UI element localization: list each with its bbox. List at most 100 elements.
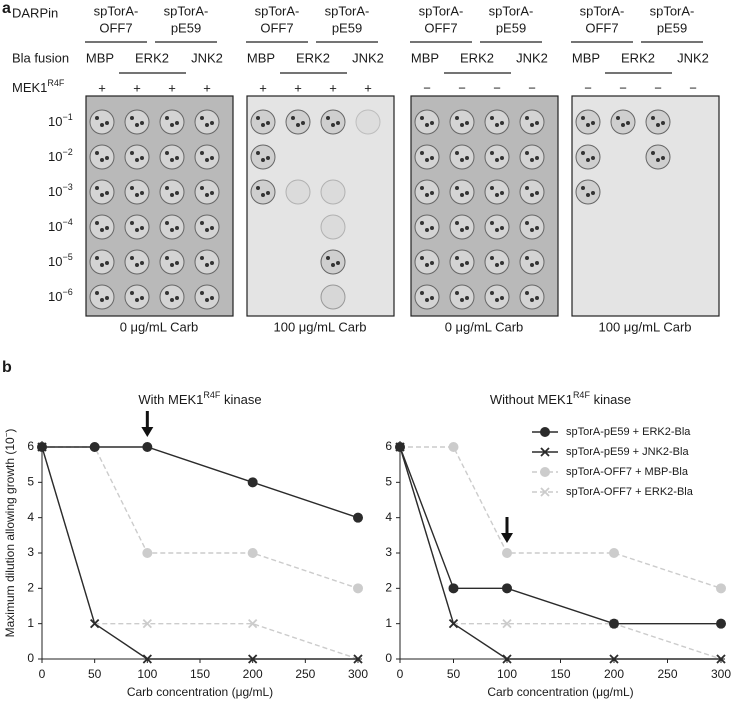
- colony-dot: [200, 116, 204, 120]
- darpin-name: OFF7: [424, 20, 457, 35]
- colony-dot: [100, 263, 104, 267]
- point: [247, 548, 258, 558]
- colony-dot: [591, 121, 595, 125]
- plate-photo: [571, 95, 720, 317]
- point: [502, 654, 512, 664]
- colony-dot: [490, 151, 494, 155]
- mek-sign: −: [423, 80, 431, 95]
- colony-spot: [159, 144, 185, 170]
- colony-dot: [500, 296, 504, 300]
- colony-dot: [465, 296, 469, 300]
- colony-spot: [250, 179, 276, 205]
- colony-dot: [210, 296, 214, 300]
- colony-spot: [449, 284, 475, 310]
- dilution-base: 10: [48, 149, 62, 164]
- colony-dot: [495, 158, 499, 162]
- colony-dot: [525, 186, 529, 190]
- mek-sign: +: [168, 80, 176, 95]
- plate-caption: 0 μg/mL Carb: [120, 319, 199, 334]
- mek-sign: −: [528, 80, 536, 95]
- dilution-base: 10: [48, 219, 62, 234]
- colony-dot: [420, 291, 424, 295]
- x-tick-label: 0: [397, 667, 404, 681]
- y-tick-label: 2: [27, 581, 34, 595]
- colony-dot: [210, 121, 214, 125]
- colony-dot: [130, 116, 134, 120]
- mek-sign: +: [133, 80, 141, 95]
- legend-label: spTorA-OFF7 + ERK2-Bla: [566, 486, 694, 498]
- colony-dot: [500, 261, 504, 265]
- colony-spot: [124, 214, 150, 240]
- y-tick-label: 6: [27, 439, 34, 453]
- colony-dot: [460, 123, 464, 127]
- point: [142, 548, 153, 558]
- colony-dot: [200, 151, 204, 155]
- colony-dot: [530, 123, 534, 127]
- panel-label: a: [2, 0, 11, 17]
- colony-dot: [420, 221, 424, 225]
- label-part: Maximum dilution allowing growth (10: [3, 437, 17, 637]
- colony-dot: [100, 193, 104, 197]
- colony-dot: [495, 298, 499, 302]
- x-tick-label: 50: [88, 667, 102, 681]
- colony-spot: [285, 179, 311, 205]
- colony-spot: [355, 109, 381, 135]
- colony-dot: [175, 191, 179, 195]
- x-tick-label: 50: [447, 667, 461, 681]
- point: [448, 619, 459, 629]
- colony-dot: [525, 116, 529, 120]
- colony-dot: [420, 116, 424, 120]
- point: [353, 583, 363, 594]
- colony-dot: [621, 123, 625, 127]
- mek-sign: −: [458, 80, 466, 95]
- colony-dot: [135, 228, 139, 232]
- x-tick-label: 100: [137, 667, 157, 681]
- darpin-name: spTorA-: [94, 3, 139, 18]
- colony-dot: [420, 186, 424, 190]
- colony-dot: [425, 298, 429, 302]
- darpin-name: spTorA-: [419, 3, 464, 18]
- point: [37, 442, 47, 452]
- colony-dot: [490, 186, 494, 190]
- series-line: [42, 446, 359, 589]
- colony-dot: [535, 296, 539, 300]
- colony-dot: [500, 121, 504, 125]
- colony-dot: [331, 263, 335, 267]
- colony-dot: [105, 191, 109, 195]
- arrow-head: [141, 427, 154, 437]
- colony-spot: [159, 109, 185, 135]
- dilution-exp: −2: [62, 147, 72, 157]
- point: [609, 654, 619, 664]
- colony-spot: [320, 284, 346, 310]
- colony-dot: [326, 116, 330, 120]
- colony-dot: [460, 158, 464, 162]
- colony-dot: [581, 186, 585, 190]
- colony-dot: [586, 158, 590, 162]
- colony-dot: [170, 228, 174, 232]
- colony-dot: [430, 261, 434, 265]
- legend-marker: [540, 487, 550, 497]
- colony-dot: [140, 156, 144, 160]
- fusion-name: ERK2: [460, 50, 494, 65]
- colony-dot: [430, 156, 434, 160]
- colony-dot: [175, 121, 179, 125]
- colony-spot: [159, 284, 185, 310]
- y-tick-label: 3: [27, 545, 34, 559]
- colony-spot: [575, 109, 601, 135]
- colony-dot: [455, 186, 459, 190]
- point: [395, 442, 405, 452]
- y-tick-label: 4: [27, 510, 34, 524]
- colony-dot: [95, 186, 99, 190]
- colony-dot: [455, 116, 459, 120]
- colony-dot: [105, 121, 109, 125]
- colony-dot: [535, 156, 539, 160]
- fusion-name: MBP: [86, 50, 114, 65]
- fusion-name: ERK2: [135, 50, 169, 65]
- colony-dot: [256, 186, 260, 190]
- colony-dot: [100, 228, 104, 232]
- colony-dot: [535, 261, 539, 265]
- colony-dot: [530, 193, 534, 197]
- colony-spot: [320, 179, 346, 205]
- colony-spot: [414, 214, 440, 240]
- colony-dot: [336, 121, 340, 125]
